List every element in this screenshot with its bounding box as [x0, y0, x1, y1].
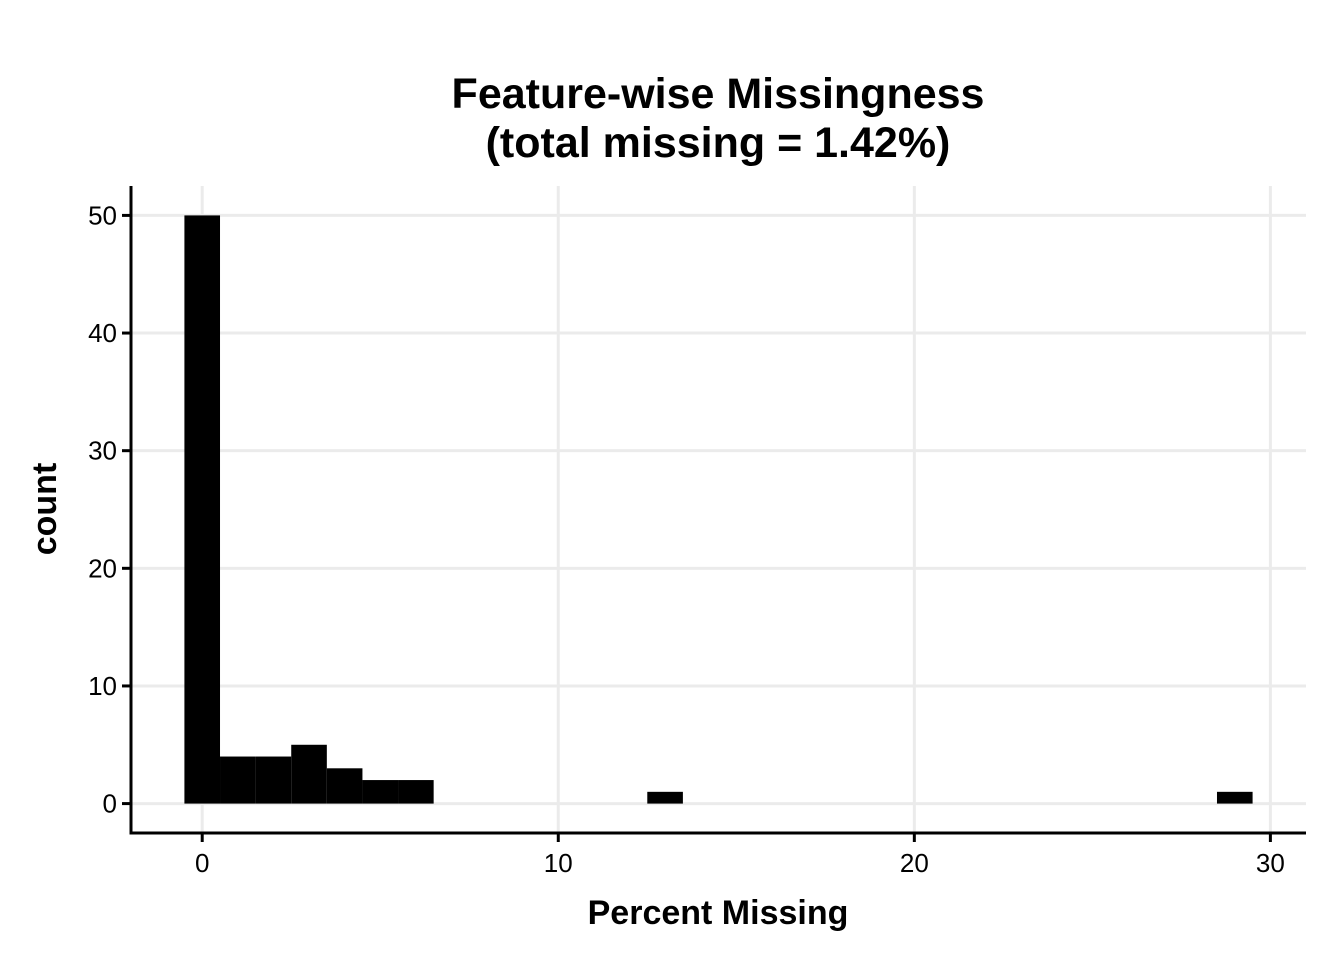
chart-title-line-1: Feature-wise Missingness	[452, 70, 985, 118]
x-axis-title: Percent Missing	[588, 894, 849, 932]
x-tick-label: 20	[900, 848, 929, 878]
histogram-bars	[184, 215, 1253, 804]
histogram-bar-2	[255, 756, 292, 804]
y-tick-label: 50	[88, 200, 117, 230]
histogram-bar-0	[184, 215, 221, 804]
y-tick-label: 10	[88, 671, 117, 701]
x-axis-ticks: 0 10 20 30	[195, 833, 1285, 878]
histogram-bar-8	[1216, 791, 1253, 804]
y-axis-title: count	[26, 463, 64, 556]
histogram-bar-7	[647, 791, 683, 804]
x-tick-label: 30	[1256, 848, 1285, 878]
histogram-bar-5	[362, 780, 399, 804]
histogram-bar-6	[398, 780, 434, 804]
x-gridlines	[200, 186, 1272, 833]
axes	[129, 186, 1306, 835]
y-axis-ticks: 0 10 20 30 40 50	[88, 200, 131, 819]
histogram-bar-4	[326, 768, 363, 804]
x-tick-label: 10	[544, 848, 573, 878]
y-tick-label: 30	[88, 436, 117, 466]
y-tick-label: 20	[88, 553, 117, 583]
histogram-bar-3	[291, 744, 327, 804]
x-tick-label: 0	[195, 848, 209, 878]
y-tick-label: 0	[103, 789, 117, 819]
histogram-bar-1	[220, 756, 256, 804]
y-gridlines	[131, 213, 1306, 806]
y-tick-label: 40	[88, 318, 117, 348]
chart-title-line-2: (total missing = 1.42%)	[486, 119, 951, 167]
